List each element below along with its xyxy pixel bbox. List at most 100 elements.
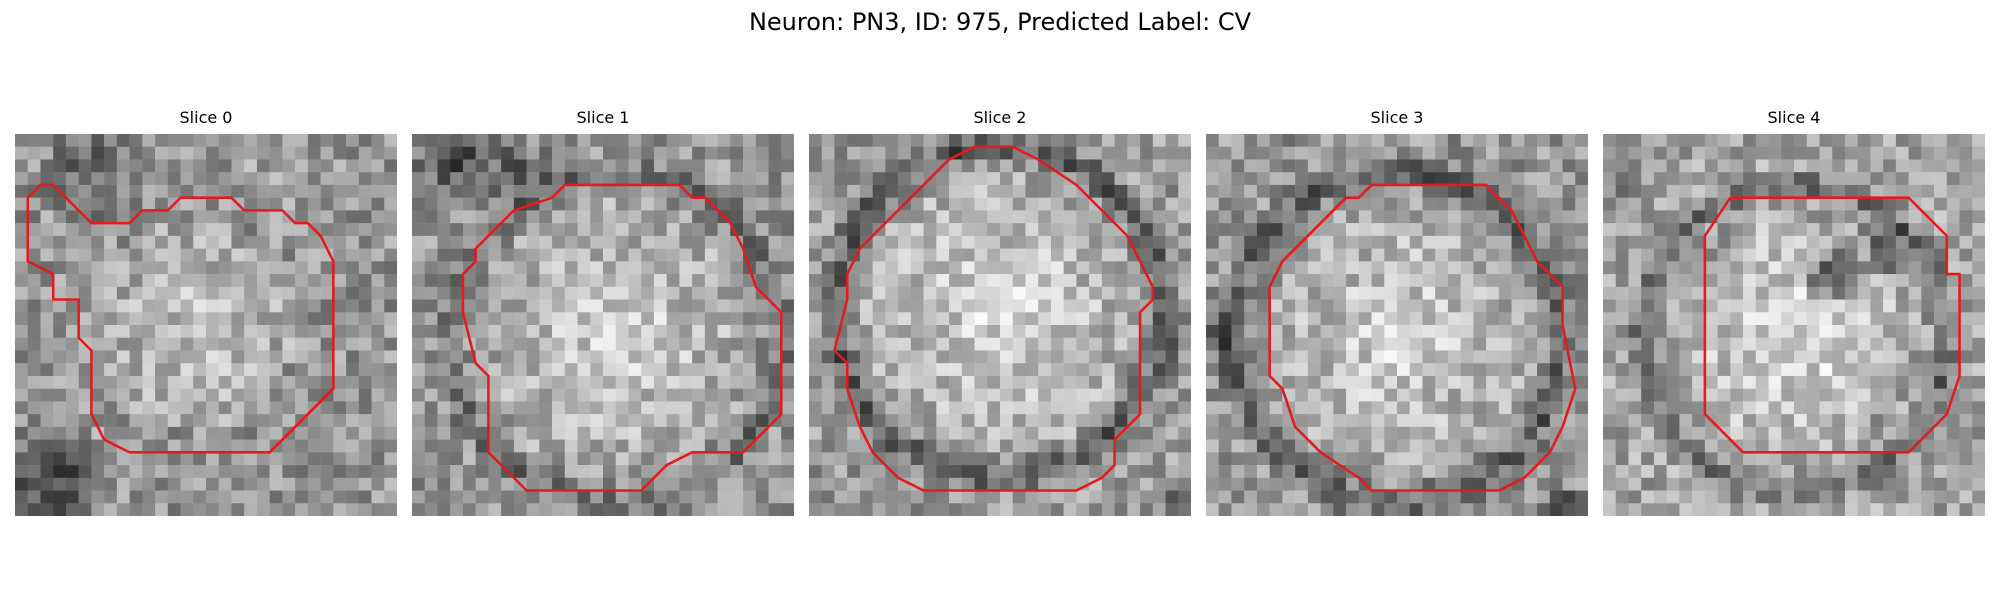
pixel xyxy=(295,439,309,453)
pixel xyxy=(1101,248,1115,262)
pixel xyxy=(755,235,769,249)
pixel xyxy=(1511,223,1525,237)
pixel xyxy=(1603,235,1616,249)
pixel xyxy=(1730,146,1744,160)
pixel xyxy=(1256,134,1270,147)
pixel xyxy=(1615,337,1629,351)
pixel xyxy=(1178,248,1191,262)
pixel xyxy=(1653,388,1667,402)
pixel xyxy=(834,388,848,402)
pixel xyxy=(462,197,476,211)
pixel xyxy=(987,159,1001,173)
pixel xyxy=(552,299,566,313)
pixel xyxy=(1883,465,1897,479)
pixel xyxy=(1244,375,1258,389)
pixel xyxy=(1717,465,1731,479)
pixel xyxy=(206,477,219,491)
pixel xyxy=(412,452,425,466)
pixel xyxy=(1628,337,1642,351)
pixel xyxy=(898,134,912,147)
pixel xyxy=(1206,490,1219,504)
pixel xyxy=(1972,248,1985,262)
pixel xyxy=(692,286,706,300)
pixel xyxy=(450,325,464,338)
pixel xyxy=(231,146,245,160)
pixel xyxy=(1063,146,1077,160)
pixel xyxy=(949,286,963,300)
pixel xyxy=(1346,286,1360,300)
pixel xyxy=(717,159,731,173)
pixel xyxy=(730,414,744,428)
pixel xyxy=(450,248,464,262)
pixel xyxy=(1346,172,1360,186)
pixel xyxy=(53,401,67,415)
pixel xyxy=(53,375,67,389)
pixel xyxy=(641,261,655,275)
pixel xyxy=(320,146,334,160)
pixel xyxy=(104,337,118,351)
pixel xyxy=(1231,350,1245,364)
pixel xyxy=(1537,426,1551,440)
pixel xyxy=(692,490,706,504)
pixel xyxy=(730,375,744,389)
pixel xyxy=(1755,274,1769,288)
pixel xyxy=(1076,414,1090,428)
pixel xyxy=(1908,325,1922,338)
pixel xyxy=(282,235,296,249)
pixel xyxy=(1460,350,1474,364)
pixel xyxy=(1063,312,1077,326)
pixel xyxy=(1140,286,1154,300)
pixel xyxy=(1397,261,1410,275)
pixel xyxy=(704,426,718,440)
pixel xyxy=(1908,350,1922,364)
pixel xyxy=(552,235,566,249)
pixel xyxy=(1063,197,1077,211)
pixel xyxy=(1628,401,1642,415)
pixel xyxy=(501,261,515,275)
pixel xyxy=(1114,325,1128,338)
pixel xyxy=(282,375,296,389)
pixel xyxy=(437,452,451,466)
pixel xyxy=(513,375,527,389)
pixel xyxy=(1946,312,1960,326)
pixel xyxy=(1218,465,1232,479)
pixel xyxy=(1575,337,1588,351)
pixel xyxy=(1076,197,1090,211)
pixel xyxy=(1256,210,1270,224)
pixel xyxy=(1012,503,1026,516)
pixel xyxy=(1473,299,1487,313)
pixel xyxy=(743,503,757,516)
pixel xyxy=(1549,388,1563,402)
pixel xyxy=(1409,363,1423,377)
pixel xyxy=(1076,274,1090,288)
pixel xyxy=(1473,350,1487,364)
pixel xyxy=(244,146,258,160)
pixel xyxy=(1127,197,1141,211)
pixel xyxy=(1653,235,1667,249)
pixel xyxy=(872,490,886,504)
pixel xyxy=(1946,197,1960,211)
pixel xyxy=(1641,465,1655,479)
pixel xyxy=(1615,350,1629,364)
pixel xyxy=(809,503,822,516)
pixel xyxy=(1832,312,1846,326)
pixel xyxy=(53,363,67,377)
pixel xyxy=(679,477,693,491)
pixel xyxy=(307,134,321,147)
pixel xyxy=(1692,426,1706,440)
pixel xyxy=(1333,414,1347,428)
pixel xyxy=(320,159,334,173)
pixel xyxy=(1435,134,1449,147)
pixel xyxy=(437,235,451,249)
pixel xyxy=(1794,312,1807,326)
pixel xyxy=(1038,337,1052,351)
pixel xyxy=(1755,350,1769,364)
pixel xyxy=(1883,261,1897,275)
pixel xyxy=(653,210,667,224)
pixel xyxy=(898,490,912,504)
pixel xyxy=(1231,235,1245,249)
pixel xyxy=(1460,235,1474,249)
pixel xyxy=(1857,325,1871,338)
pixel xyxy=(371,210,385,224)
pixel xyxy=(371,503,385,516)
